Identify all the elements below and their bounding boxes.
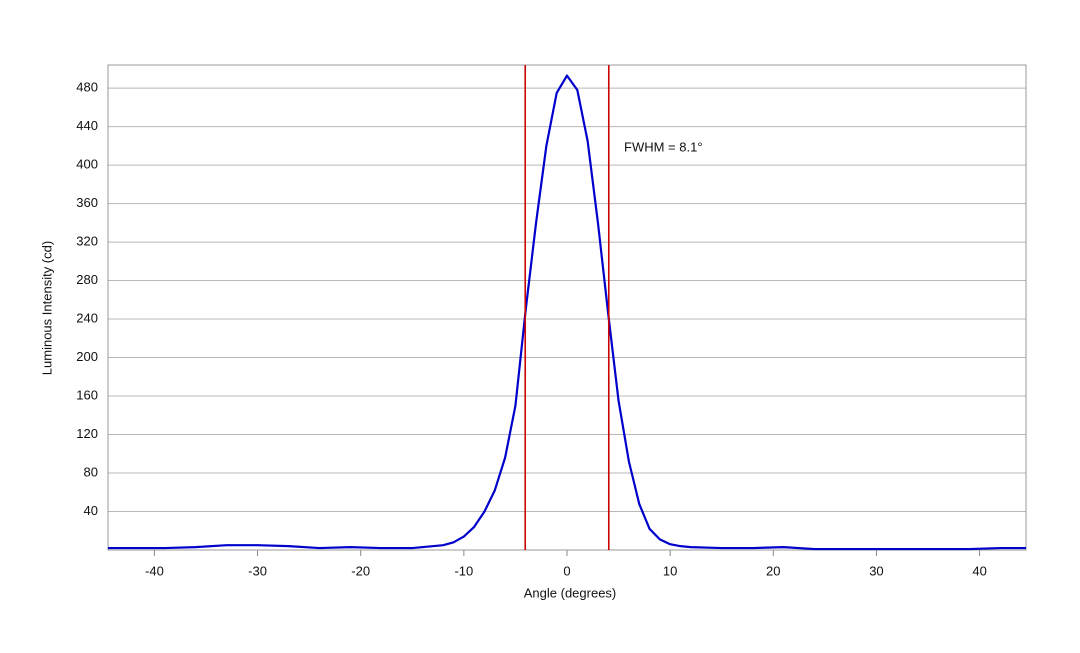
- y-tick-label: 280: [76, 272, 98, 287]
- y-tick-label: 120: [76, 426, 98, 441]
- y-tick-label: 400: [76, 157, 98, 172]
- annotation: FWHM = 8.1°: [624, 139, 703, 154]
- y-tick-label: 200: [76, 349, 98, 364]
- x-tick-label: -10: [454, 563, 473, 578]
- x-axis-label: Angle (degrees): [524, 585, 617, 600]
- y-tick-label: 480: [76, 80, 98, 95]
- x-tick-label: 10: [663, 563, 677, 578]
- y-axis-label: Luminous Intensity (cd): [39, 241, 54, 375]
- y-tick-label: 160: [76, 387, 98, 402]
- y-tick-label: 440: [76, 118, 98, 133]
- y-tick-label: 320: [76, 234, 98, 249]
- x-tick-label: -40: [145, 563, 164, 578]
- x-tick-label: -30: [248, 563, 267, 578]
- y-tick-label: 240: [76, 310, 98, 325]
- data-line: [108, 74, 1026, 551]
- y-tick-label: 360: [76, 195, 98, 210]
- x-tick-label: 20: [766, 563, 780, 578]
- y-tick-label: 40: [84, 503, 98, 518]
- x-tick-label: 0: [563, 563, 570, 578]
- x-tick-label: -20: [351, 563, 370, 578]
- plot-border: [107, 64, 1027, 551]
- x-tick-label: 40: [972, 563, 986, 578]
- y-tick-label: 80: [84, 464, 98, 479]
- x-tick-label: 30: [869, 563, 883, 578]
